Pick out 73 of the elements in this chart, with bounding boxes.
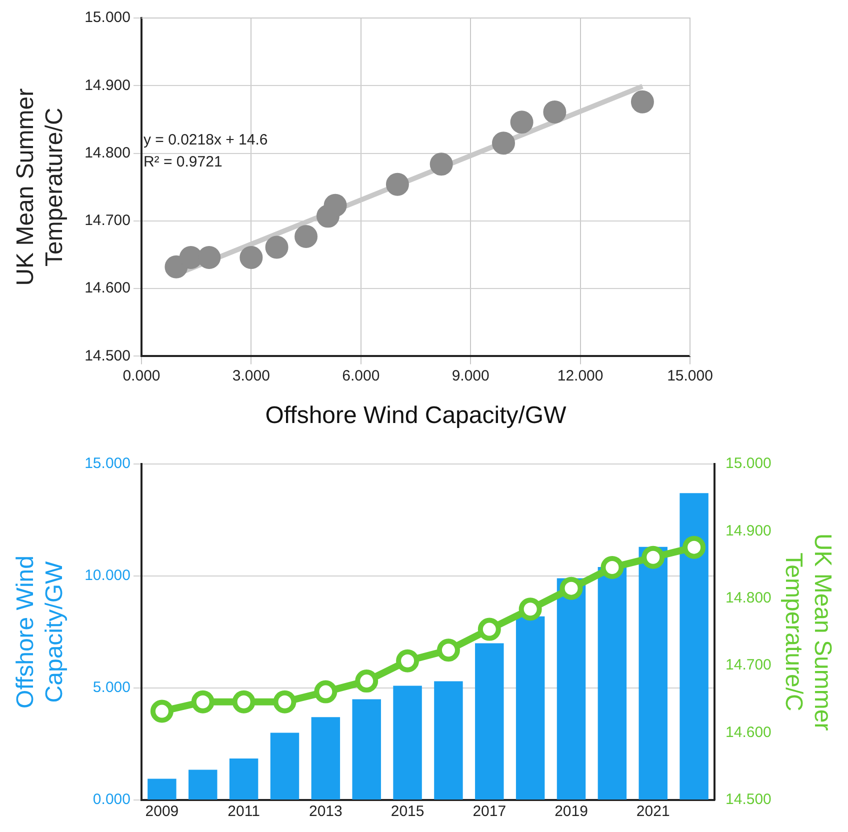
bar bbox=[352, 699, 381, 800]
point bbox=[560, 576, 583, 600]
point bbox=[518, 598, 542, 621]
bar bbox=[270, 732, 300, 800]
point bbox=[355, 670, 378, 693]
y-tick-label: 15.000 bbox=[84, 455, 130, 472]
y2-axis-title: UK Mean Summer Temperature/C bbox=[780, 533, 836, 731]
point bbox=[543, 100, 566, 124]
y-tick-label: 14.700 bbox=[84, 212, 130, 230]
point bbox=[430, 152, 453, 176]
x-tick-label: 2019 bbox=[554, 803, 588, 820]
y2-tick-label: 14.900 bbox=[726, 522, 772, 540]
y-tick-label: 10.000 bbox=[84, 567, 130, 584]
point bbox=[478, 618, 501, 641]
point bbox=[265, 236, 288, 259]
x-axis-title: Offshore Wind Capacity/GW bbox=[265, 402, 567, 430]
x-tick-label: 2009 bbox=[145, 803, 179, 820]
y-tick-label: 15.000 bbox=[84, 9, 130, 26]
point bbox=[682, 536, 706, 559]
point bbox=[191, 690, 214, 714]
y-tick-label: 14.800 bbox=[84, 144, 130, 162]
bar bbox=[229, 758, 258, 800]
point bbox=[240, 246, 263, 269]
y-tick-label: 14.500 bbox=[84, 347, 130, 364]
y-tick-label: 14.600 bbox=[84, 280, 130, 297]
x-tick-label: 2017 bbox=[472, 803, 506, 820]
x-tick-label: 2013 bbox=[308, 803, 342, 820]
point bbox=[232, 690, 256, 714]
point bbox=[294, 224, 318, 248]
bar bbox=[556, 578, 586, 800]
y-tick-label: 14.900 bbox=[84, 76, 130, 94]
y2-tick-label: 14.500 bbox=[726, 791, 772, 808]
bar bbox=[188, 770, 218, 800]
point bbox=[273, 690, 296, 714]
y2-tick-label: 14.800 bbox=[726, 590, 772, 607]
y2-tick-label: 14.700 bbox=[726, 656, 772, 674]
x-tick-label: 9.000 bbox=[452, 367, 490, 384]
point bbox=[386, 172, 409, 196]
bar bbox=[516, 616, 545, 800]
annotation: y = 0.0218x + 14.6 bbox=[143, 132, 268, 149]
y2-tick-label: 15.000 bbox=[726, 455, 772, 472]
bar bbox=[638, 546, 668, 800]
x-tick-label: 12.000 bbox=[557, 367, 604, 384]
y-axis-title: Offshore Wind Capacity/GW bbox=[12, 556, 68, 708]
bar bbox=[311, 717, 340, 800]
bar bbox=[434, 681, 463, 800]
point bbox=[510, 110, 534, 134]
y-tick-label: 0.000 bbox=[92, 791, 130, 808]
bar bbox=[393, 686, 422, 800]
point bbox=[150, 700, 174, 723]
y2-tick-label: 14.600 bbox=[726, 724, 772, 741]
bar bbox=[598, 567, 627, 800]
x-tick-label: 2011 bbox=[228, 803, 260, 820]
point bbox=[630, 90, 654, 114]
point bbox=[436, 638, 460, 662]
point bbox=[396, 649, 420, 672]
bar bbox=[148, 778, 176, 800]
point bbox=[492, 132, 516, 155]
point bbox=[600, 556, 624, 579]
point bbox=[314, 680, 338, 704]
point bbox=[642, 546, 665, 569]
bar bbox=[680, 493, 708, 800]
y-tick-label: 5.000 bbox=[92, 679, 130, 696]
annotation: R² = 0.9721 bbox=[143, 154, 222, 171]
x-tick-label: 2021 bbox=[636, 803, 670, 820]
x-tick-label: 0.000 bbox=[122, 367, 160, 384]
point bbox=[324, 194, 347, 217]
x-tick-label: 2015 bbox=[390, 803, 424, 820]
x-tick-label: 15.000 bbox=[667, 367, 713, 384]
y-axis-title: UK Mean Summer Temperature/C bbox=[12, 88, 68, 286]
bar bbox=[475, 643, 504, 800]
x-tick-label: 3.000 bbox=[232, 367, 270, 384]
x-tick-label: 6.000 bbox=[342, 367, 380, 384]
